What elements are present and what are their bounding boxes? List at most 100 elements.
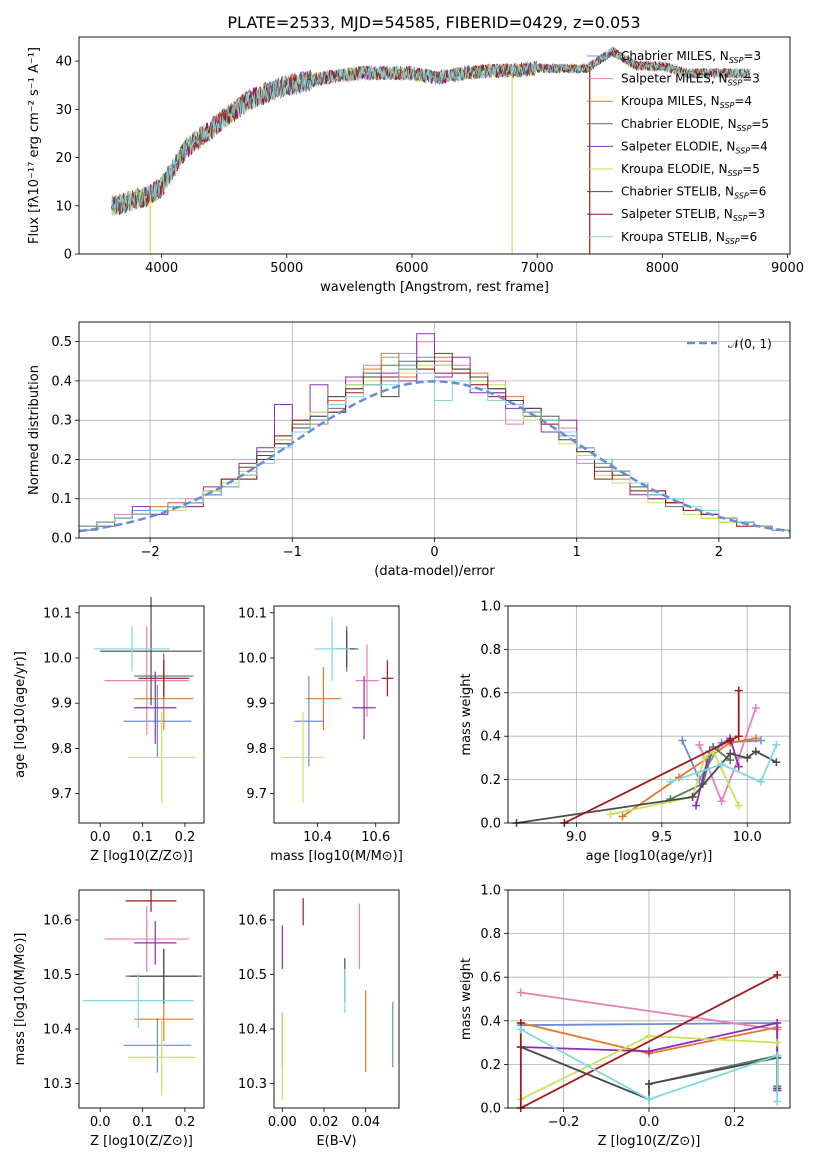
y-tick-label: 20 [55,151,72,166]
y-axis-label: mass [log10(M/M⊙)] [13,933,28,1066]
plot-area [281,898,394,1100]
y-axis-label: Flux [fλ10⁻¹⁷ erg cm⁻² s⁻¹ A⁻¹] [27,47,42,244]
y-tick-label: 30 [55,103,72,118]
axes-frame [273,605,400,824]
y-axis-label: mass weight [459,673,474,755]
y-tick-label: 0.5 [51,335,72,350]
legend-label: Chabrier STELIB, NSSP=6 [621,185,766,201]
x-tick-label: 0.2 [724,1115,745,1130]
axes-frame [78,889,205,1109]
y-tick-label: 0.0 [480,1102,501,1117]
x-tick-label: 0.04 [351,1115,380,1130]
x-tick-label: 0 [430,545,438,560]
legend-label: Kroupa STELIB, NSSP=6 [621,230,757,246]
y-tick-label: 0.2 [480,773,501,788]
axes-frame [78,36,791,255]
weight-marker [645,1032,653,1041]
x-tick-label: 8000 [646,261,679,276]
legend-label: Chabrier ELODIE, NSSP=5 [621,117,769,133]
axes-frame [78,321,791,539]
weight-marker [717,797,726,806]
y-tick-label: 1.0 [480,884,501,899]
x-tick-label: 10.0 [733,830,762,845]
y-tick-label: 10.1 [43,606,72,621]
x-tick-label: 9000 [771,261,804,276]
panel-age-vs-mass: 10.4 10.6 9.7 9.8 9.9 10.0 10.1 mass [log10(M/M… [238,605,403,864]
y-tick-label: 10.6 [238,913,267,928]
y-tick-label: 9.7 [51,787,72,802]
y-tick-label: 0.0 [51,532,72,547]
weight-line [670,745,731,800]
legend-label: Kroupa MILES, NSSP=4 [621,94,752,110]
y-tick-label: 0.3 [51,414,72,429]
legend-label: Kroupa ELODIE, NSSP=5 [621,162,760,178]
x-tick-label: 0.2 [175,830,196,845]
histogram-step [78,368,791,538]
weight-marker [695,740,704,749]
y-tick-label: 10.5 [43,968,72,983]
x-tick-label: 0.1 [132,830,153,845]
x-tick-label: 1 [573,545,581,560]
weight-marker [772,758,781,767]
weight-marker [516,1025,525,1034]
legend-label: Chabrier MILES, NSSP=3 [621,49,761,65]
panel-age-vs-Z: 0.0 0.1 0.2 9.7 9.8 9.9 10.0 10.1 Z [log10(Z/Z⊙)… [13,596,205,864]
plot-area [93,596,202,803]
weight-marker [618,812,627,821]
weight-marker [751,734,760,743]
weight-marker [773,971,782,980]
panel-mass-vs-Z: 0.0 0.1 0.2 10.3 10.4 10.5 10.6 Z [log10(Z/Z⊙)]… [13,889,205,1149]
y-tick-label: 0.8 [480,643,501,658]
x-tick-label: −2 [141,545,160,560]
x-tick-label: −1 [283,545,302,560]
y-tick-label: 10.0 [43,651,72,666]
weight-marker [726,736,735,745]
x-tick-label: 10.4 [303,830,332,845]
y-tick-label: 0.2 [51,453,72,468]
weight-marker [717,760,726,769]
weight-marker [516,988,525,997]
y-tick-label: 0.1 [51,492,72,507]
y-tick-label: 0.4 [51,374,72,389]
x-axis-label: wavelength [Angstrom, rest frame] [320,280,549,295]
weight-marker [751,747,760,756]
weight-marker [773,1097,782,1106]
legend-label: Salpeter ELODIE, NSSP=4 [621,139,768,155]
x-axis-label: E(B-V) [316,1134,356,1149]
panel-weight-vs-Z: −0.2 0.0 0.2 0.0 0.2 0.4 0.6 0.8 1.0 Z [log10(Z/Z… [459,884,791,1149]
y-tick-label: 10.3 [238,1077,267,1092]
y-tick-label: 0 [64,248,72,263]
plot-area [111,46,751,254]
plot-area [512,686,781,827]
x-tick-label: 2 [715,545,723,560]
weight-marker [772,740,781,749]
y-tick-label: 10.5 [238,968,267,983]
x-axis-label: mass [log10(M/M⊙)] [270,849,403,864]
weight-marker [734,762,743,771]
y-tick-label: 9.7 [246,787,267,802]
weight-marker [645,1095,653,1104]
weight-marker [734,686,743,695]
y-axis-label: mass weight [459,958,474,1040]
weight-line [520,1028,779,1102]
x-tick-label: 0.0 [639,1115,660,1130]
x-axis-label: Z [log10(Z/Z⊙)] [90,1134,193,1149]
y-tick-label: 40 [55,55,72,70]
x-tick-label: 0.02 [310,1115,339,1130]
weight-marker [743,753,752,762]
x-tick-label: 5000 [270,261,303,276]
panel-weight-vs-age: 9.0 9.5 10.0 0.0 0.2 0.4 0.6 0.8 1.0 age [log10(a… [459,600,791,864]
weight-marker [678,736,687,745]
y-tick-label: 0.6 [480,686,501,701]
gaussian-curve [78,380,791,533]
figure-title: PLATE=2533, MJD=54585, FIBERID=0429, z=0… [227,13,640,32]
spectrum-legend: Chabrier MILES, NSSP=3 Salpeter MILES, NS… [587,49,769,246]
x-tick-label: 0.0 [90,830,111,845]
panel-mass-vs-ebv: 0.00 0.02 0.04 10.3 10.4 10.5 10.6 E(B-V) [238,889,400,1149]
x-tick-label: 6000 [395,261,428,276]
weight-marker [726,749,735,758]
legend-label: 𝒩(0, 1) [728,337,772,351]
spectrum-line [111,46,751,216]
y-tick-label: 0.8 [480,927,501,942]
